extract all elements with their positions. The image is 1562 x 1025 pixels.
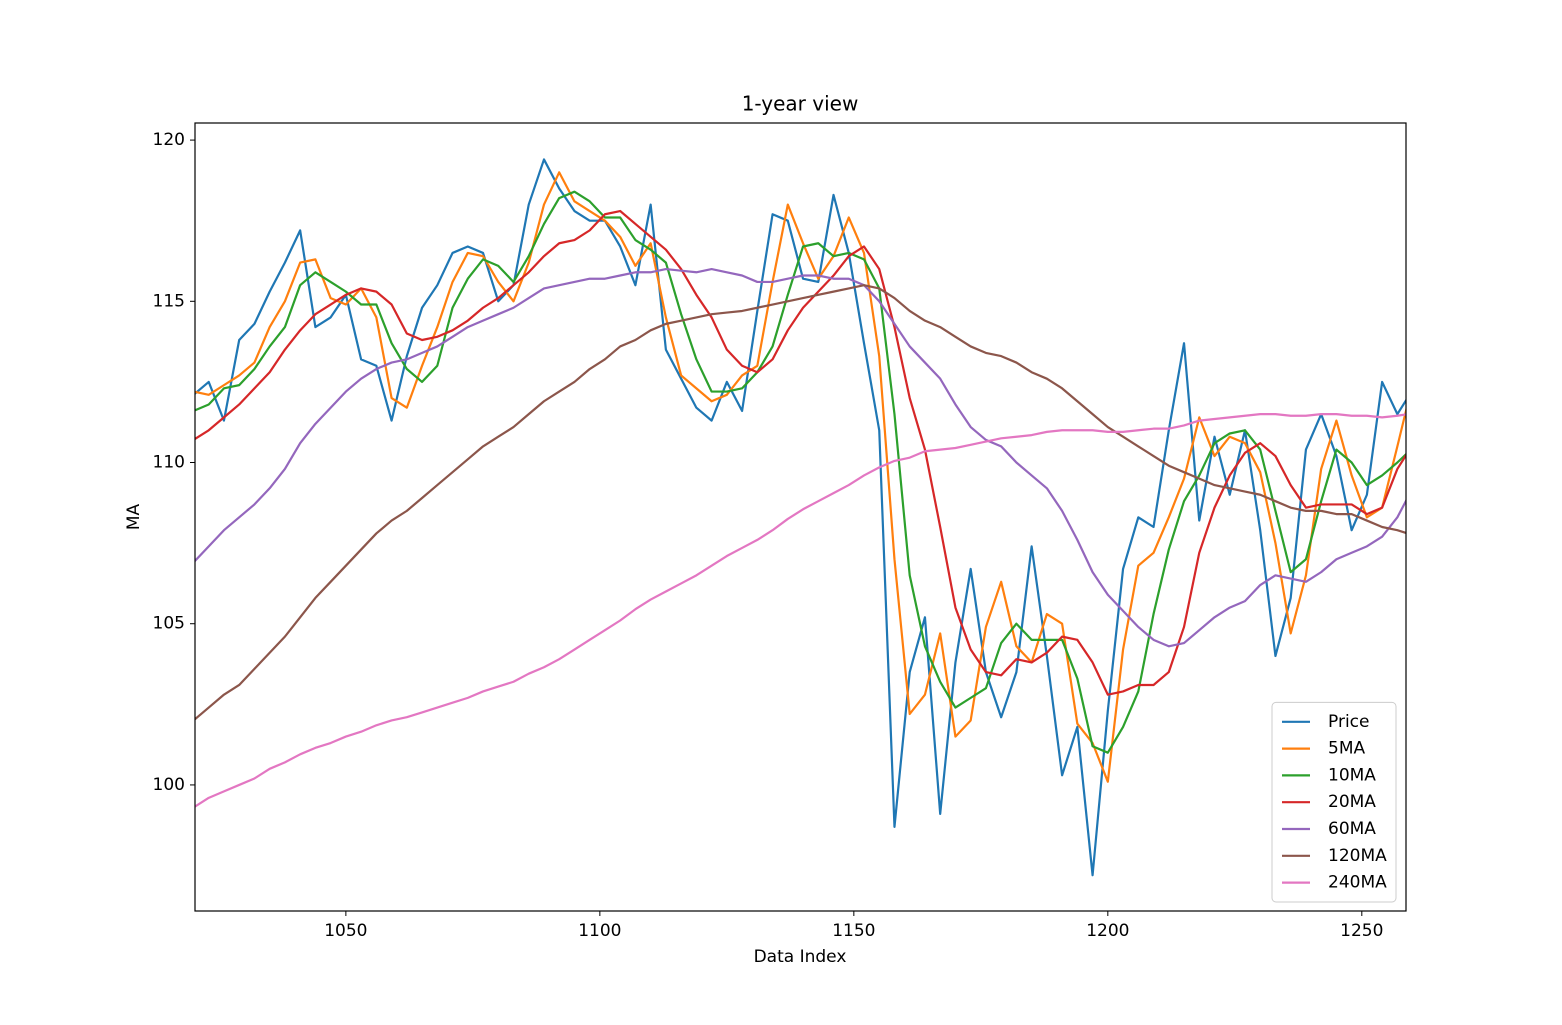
series-line [195, 209, 1406, 696]
chart-title: 1-year view [742, 92, 859, 116]
legend-label: 20MA [1328, 792, 1376, 812]
series-line [195, 158, 1406, 877]
x-tick-label: 1150 [832, 921, 875, 941]
legend-label: 240MA [1328, 873, 1387, 893]
legend-label: Price [1328, 712, 1369, 732]
x-tick-label: 1200 [1086, 921, 1129, 941]
legend-label: 5MA [1328, 739, 1365, 759]
y-tick-label: 120 [153, 130, 185, 150]
series-line [195, 171, 1406, 783]
plot-frame [194, 122, 1407, 912]
legend-label: 60MA [1328, 819, 1376, 839]
y-tick-label: 115 [153, 291, 185, 311]
x-tick-label: 1100 [578, 921, 621, 941]
legend-box [1271, 701, 1397, 903]
y-axis-label: MA [124, 503, 144, 530]
y-tick-label: 110 [153, 453, 185, 473]
plot-lines [195, 158, 1406, 877]
x-tick-label: 1050 [324, 921, 367, 941]
series-line [195, 284, 1406, 721]
y-tick-label: 100 [153, 775, 185, 795]
series-line [195, 413, 1406, 808]
y-tick-label: 105 [153, 614, 185, 634]
legend-label: 10MA [1328, 765, 1376, 785]
series-line [195, 267, 1406, 648]
legend-label: 120MA [1328, 846, 1387, 866]
x-tick-label: 1250 [1340, 921, 1383, 941]
series-line [195, 190, 1406, 754]
x-axis-label: Data Index [754, 947, 847, 967]
